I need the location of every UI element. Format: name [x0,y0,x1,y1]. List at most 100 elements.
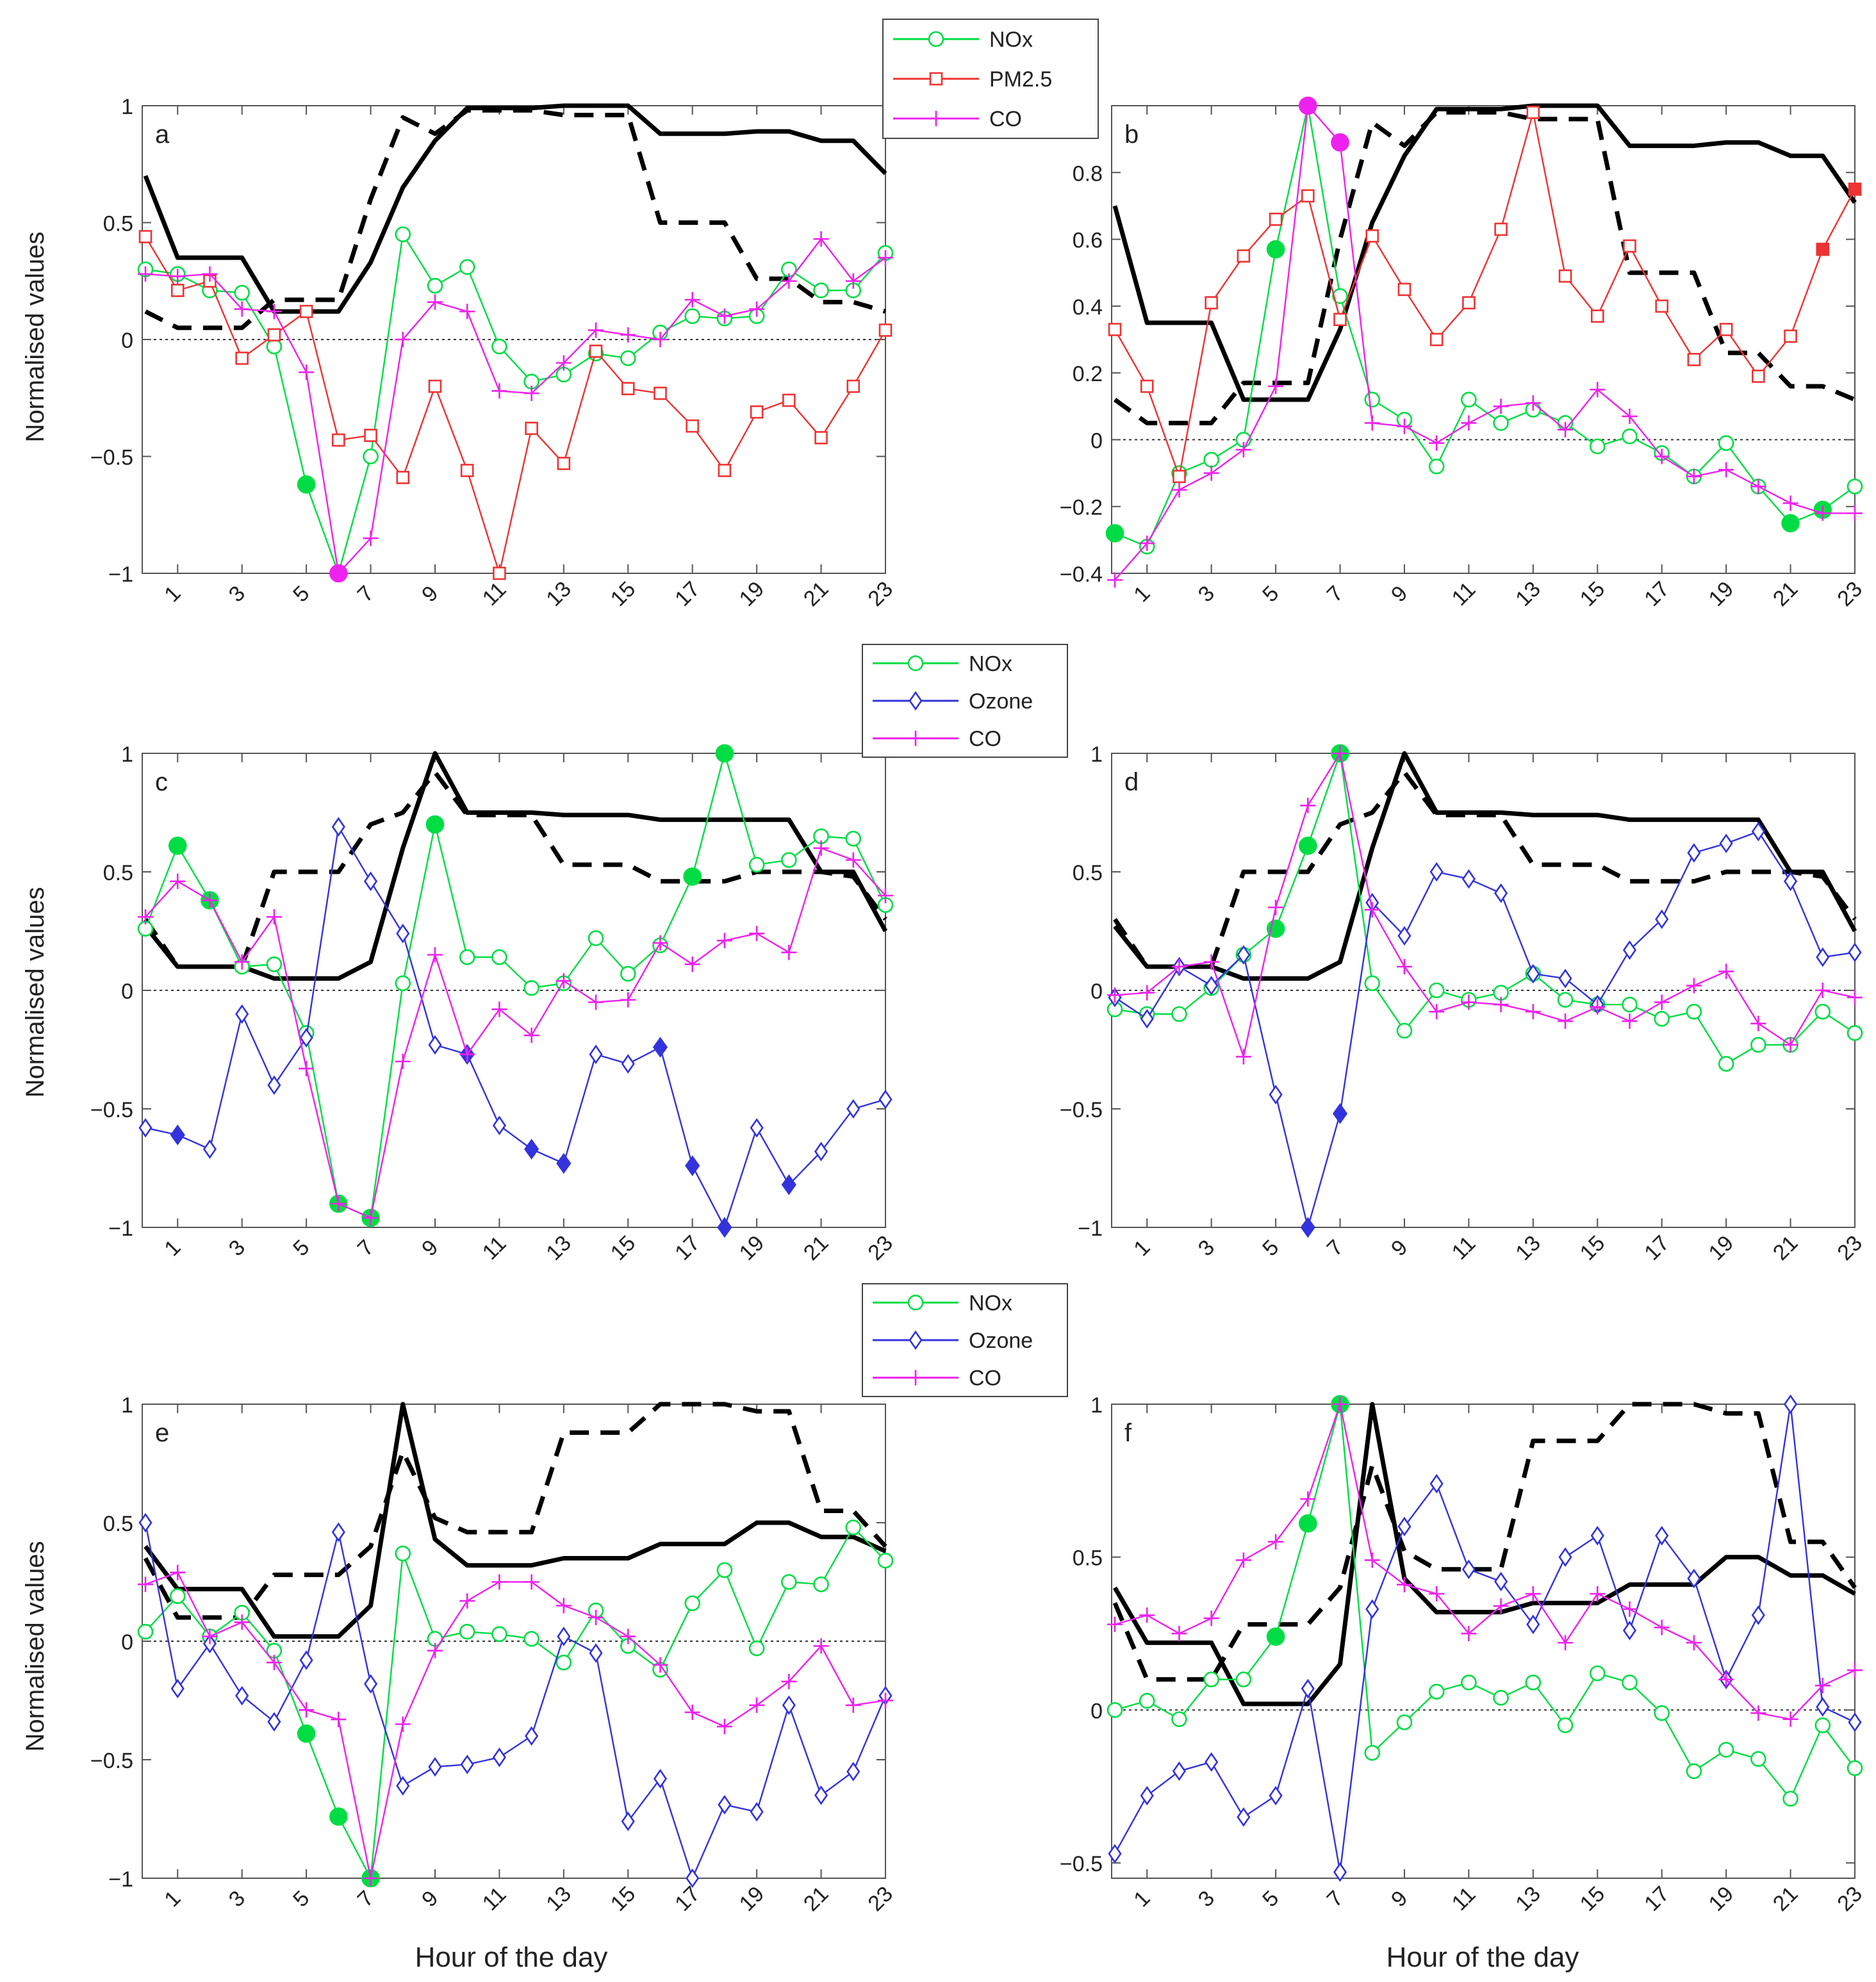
legend-label-co: CO [969,1366,1001,1391]
x-tick-label: 7 [1322,1235,1348,1261]
series-line-ozone [145,824,886,1230]
x-tick-label: 21 [1768,1231,1803,1265]
y-tick-label: 1 [1090,742,1103,767]
point-nox-2 [1171,1711,1187,1728]
x-tick-label: 13 [541,577,576,611]
point-co-22 [845,273,861,289]
x-tick-label: 13 [1511,577,1545,611]
point-co-13 [1525,1004,1541,1020]
y-tick-label: 1 [121,742,133,767]
point-pm25-10 [1429,332,1444,347]
point-nox-5 [1266,1627,1285,1646]
point-ozone-18 [1687,843,1701,863]
y-tick-label: 0.2 [1073,362,1103,386]
series-ozone [138,1512,893,1888]
point-co-21 [813,231,829,247]
series-line-dashed-reference [1113,770,1857,969]
point-ozone-20 [782,1695,796,1716]
point-nox-17 [1654,1011,1670,1027]
point-pm25-21 [814,430,828,445]
point-co-0 [1107,987,1123,1003]
point-nox-5 [1266,240,1285,259]
point-nox-1 [168,837,187,855]
point-ozone-16 [1622,1621,1637,1641]
y-tick-label: 0.8 [1073,161,1103,186]
point-ozone-11 [492,1748,506,1767]
point-ozone-19 [750,1118,764,1138]
x-tick-label: 9 [417,1886,443,1912]
point-pm25-18 [1687,352,1701,366]
point-co-15 [620,1628,636,1644]
x-tick-label: 15 [606,577,641,611]
point-ozone-16 [1622,940,1637,960]
point-ozone-20 [1751,1605,1765,1625]
point-pm25-0 [1108,323,1122,336]
point-pm25-3 [1205,296,1218,309]
x-tick-label: 3 [224,1886,250,1912]
panel-label: d [1124,768,1139,796]
x-tick-label: 1 [160,581,185,607]
x-tick-label: 21 [1768,1881,1803,1916]
y-axis-labels: Normalised values Normalised values Norm… [21,231,49,1751]
point-pm25-8 [396,471,410,484]
point-nox-17 [684,1595,701,1612]
point-co-7 [363,1210,379,1226]
panel-f: −0.500.511 3 5 7 9 11 13 15 17 19 21 23f [1060,1393,1867,1916]
point-co-2 [1171,1626,1187,1642]
point-ozone-3 [235,1004,249,1024]
xlabel-left: Hour of the day [415,1942,608,1973]
y-tick-label: −0.5 [1060,1852,1103,1876]
x-tick-label: 1 [1129,1235,1155,1261]
point-pm25-22 [846,379,860,393]
point-ozone-19 [1719,833,1733,853]
legends: NOx PM2.5 CO NOx Ozone CO NOx Ozone CO [862,19,1099,1397]
x-tick-label: 9 [1386,581,1412,607]
point-co-13 [555,973,572,989]
point-ozone-12 [524,1138,539,1160]
point-nox-8 [395,1545,411,1562]
panel-label: f [1124,1419,1132,1447]
point-co-16 [1622,408,1638,424]
point-co-12 [523,1028,539,1044]
x-tick-label: 11 [1447,577,1481,610]
point-co-5 [299,364,315,381]
point-co-22 [845,1697,861,1713]
point-ozone-1 [170,1124,185,1145]
point-nox-19 [1718,1742,1734,1758]
point-co-16 [652,935,668,951]
point-co-9 [1396,1577,1412,1593]
point-co-9 [1396,418,1412,434]
point-co-6 [329,564,348,583]
point-nox-22 [1814,1717,1831,1733]
x-tick-label: 1 [160,1235,185,1261]
point-pm25-6 [332,433,345,447]
point-ozone-2 [1172,1761,1187,1781]
point-ozone-15 [621,1811,635,1831]
y-tick-label: 1 [121,1393,133,1418]
series-pm25 [1108,106,1862,484]
point-nox-8 [395,226,411,243]
x-tick-label: 5 [1258,581,1283,607]
point-co-21 [1782,495,1798,511]
x-tick-label: 7 [353,581,379,607]
point-ozone-13 [556,1152,572,1174]
point-co-2 [1171,959,1187,974]
point-pm25-23 [878,324,893,337]
point-co-21 [1782,1711,1798,1727]
point-ozone-18 [717,1216,732,1238]
point-co-14 [1558,422,1574,438]
point-nox-3 [234,284,250,301]
point-nox-19 [1718,435,1734,451]
point-co-5 [1268,379,1284,394]
point-pm25-17 [1655,299,1669,313]
point-nox-21 [813,1576,829,1593]
legend-marker-nox [907,1295,924,1311]
point-co-14 [588,322,604,338]
point-co-15 [1590,1586,1606,1601]
point-nox-11 [491,338,507,355]
point-nox-8 [395,975,411,992]
point-co-6 [331,1196,347,1211]
point-ozone-21 [814,1785,828,1805]
point-ozone-1 [1140,1009,1154,1029]
